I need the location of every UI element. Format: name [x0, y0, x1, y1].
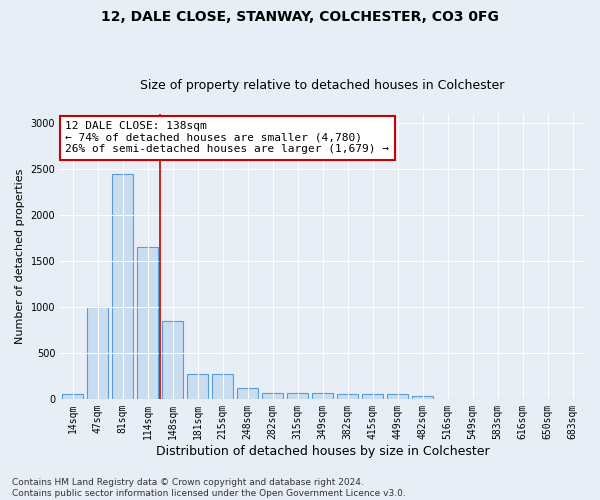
Bar — [137, 247, 158, 399]
Bar — [337, 394, 358, 399]
Bar — [212, 374, 233, 399]
Bar — [387, 394, 408, 399]
Bar — [312, 394, 333, 399]
Bar — [162, 320, 183, 399]
Bar — [62, 394, 83, 399]
Text: 12 DALE CLOSE: 138sqm
← 74% of detached houses are smaller (4,780)
26% of semi-d: 12 DALE CLOSE: 138sqm ← 74% of detached … — [65, 121, 389, 154]
Bar — [112, 174, 133, 399]
Bar — [362, 394, 383, 399]
Bar — [187, 374, 208, 399]
X-axis label: Distribution of detached houses by size in Colchester: Distribution of detached houses by size … — [156, 444, 490, 458]
Bar — [87, 307, 108, 399]
Bar — [237, 388, 258, 399]
Bar — [262, 394, 283, 399]
Title: Size of property relative to detached houses in Colchester: Size of property relative to detached ho… — [140, 79, 505, 92]
Bar — [287, 394, 308, 399]
Text: 12, DALE CLOSE, STANWAY, COLCHESTER, CO3 0FG: 12, DALE CLOSE, STANWAY, COLCHESTER, CO3… — [101, 10, 499, 24]
Y-axis label: Number of detached properties: Number of detached properties — [15, 168, 25, 344]
Bar — [412, 396, 433, 399]
Text: Contains HM Land Registry data © Crown copyright and database right 2024.
Contai: Contains HM Land Registry data © Crown c… — [12, 478, 406, 498]
